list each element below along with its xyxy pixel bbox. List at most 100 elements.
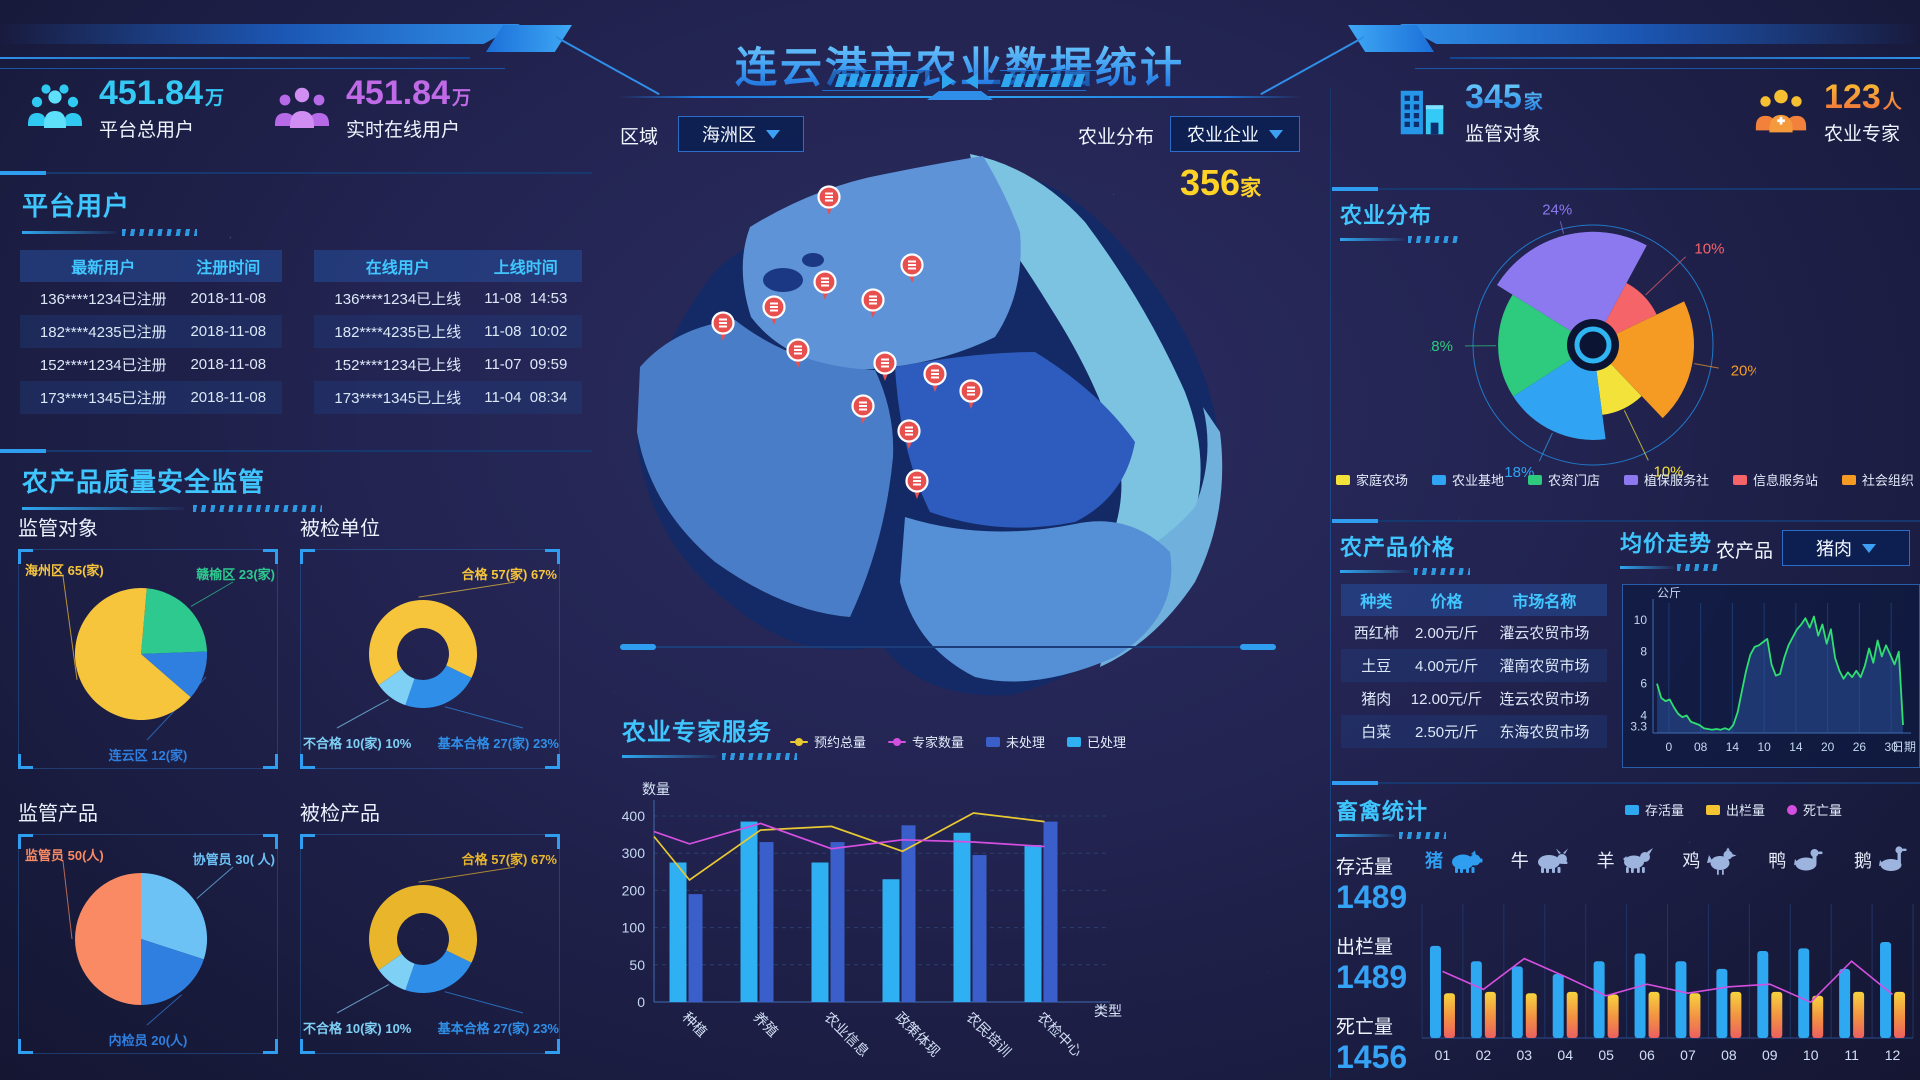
pie-slice-label: 合格 57(家) 67% xyxy=(461,852,557,867)
section-underline xyxy=(1620,564,1720,571)
section-underline xyxy=(22,505,322,512)
table-row: 136****1234已注册 2018-11-08 xyxy=(20,282,282,315)
x-tick-label: 农民培训 xyxy=(963,1009,1014,1060)
map-timeline-slider[interactable] xyxy=(620,644,1276,650)
distribution-select[interactable]: 农业企业 xyxy=(1170,116,1300,152)
bar-done xyxy=(882,879,900,1002)
map-pin[interactable] xyxy=(959,379,983,410)
badge-unit: 家 xyxy=(1240,177,1262,200)
map-lake xyxy=(802,253,824,267)
pie-svg xyxy=(62,860,234,1026)
map-pin[interactable] xyxy=(817,185,841,216)
x-tick-label: 11 xyxy=(1844,1047,1859,1063)
stat-value: 1489 xyxy=(1336,879,1408,915)
animal-icon xyxy=(1622,848,1653,873)
y-tick-label: 300 xyxy=(622,845,646,861)
legend-item[interactable]: 家庭农场 xyxy=(1336,470,1408,489)
map-pin[interactable] xyxy=(861,288,885,319)
section-divider xyxy=(1332,519,1920,523)
legend-item[interactable]: 农资门店 xyxy=(1527,470,1600,489)
section-trend: 均价走势 xyxy=(1620,526,1720,571)
panel-divider-vertical xyxy=(1330,88,1331,1078)
map-pin[interactable] xyxy=(873,351,897,382)
animal-icon xyxy=(1452,850,1483,873)
trend-line xyxy=(1656,615,1904,731)
legend-item[interactable]: 存活量 xyxy=(1625,800,1684,819)
legend-label: 农资门店 xyxy=(1547,473,1600,488)
livestock-stat: 存活量 1489 xyxy=(1336,852,1407,916)
legend-item[interactable]: 植保服务社 xyxy=(1623,470,1709,489)
stat-label: 实时在线用户 xyxy=(346,119,461,141)
table-cell: 2.50元/斤 xyxy=(1414,724,1479,741)
product-select[interactable]: 猪肉 xyxy=(1782,530,1910,566)
pie-panel-title: 被检产品 xyxy=(300,803,380,825)
legend-item[interactable]: 专家数量 xyxy=(888,732,964,751)
map-pin[interactable] xyxy=(711,311,735,342)
map-region-west[interactable] xyxy=(637,320,894,617)
animal-tab-3[interactable]: 羊 xyxy=(1597,845,1656,875)
map-region-coast[interactable] xyxy=(970,154,1201,582)
legend-item[interactable]: 农业基地 xyxy=(1431,470,1504,489)
line-death xyxy=(1442,957,1894,1004)
x-axis-label: 日期 xyxy=(1892,740,1916,754)
legend-label: 出栏量 xyxy=(1726,803,1766,818)
pie-label-leader xyxy=(336,699,389,729)
x-tick-label: 08 xyxy=(1694,740,1708,754)
legend-item[interactable]: 预约总量 xyxy=(790,732,866,751)
table-header-cell: 价格 xyxy=(1430,594,1463,611)
bar-out xyxy=(1812,995,1824,1038)
legend-item[interactable]: 出栏量 xyxy=(1706,800,1765,819)
bar-survive xyxy=(1511,966,1523,1038)
map-pin[interactable] xyxy=(897,419,921,450)
stat-value: 1456 xyxy=(1336,1038,1408,1075)
legend-item[interactable]: 社会组织 xyxy=(1841,470,1914,489)
pie-slice-label: 内检员 20(人) xyxy=(108,1033,188,1048)
map-pin[interactable] xyxy=(923,362,947,393)
legend-item[interactable]: 已处理 xyxy=(1067,732,1126,751)
quality-panel: 监管对象 赣榆区 23(家) 连云区 12(家) 海州区 65(家) xyxy=(18,512,278,769)
map-pin[interactable] xyxy=(762,295,786,326)
corner-bracket xyxy=(545,1039,560,1054)
bar-survive xyxy=(1552,974,1564,1038)
x-tick-label: 14 xyxy=(1726,740,1740,754)
distribution-rose-chart: 24% 10% 20% 10% 18% 18% xyxy=(1430,202,1756,482)
map-region-north[interactable] xyxy=(742,156,1021,370)
map-region-central[interactable] xyxy=(895,352,1135,528)
pie-label-leader xyxy=(418,866,516,883)
corner-bracket xyxy=(18,549,33,564)
legend-item[interactable]: 未处理 xyxy=(986,732,1045,751)
map-pin[interactable] xyxy=(813,270,837,301)
pie-slice-label: 海州区 65(家) xyxy=(25,563,104,578)
users-icon xyxy=(28,84,82,128)
region-select[interactable]: 海洲区 xyxy=(678,116,804,152)
pie-chart-regulated-products: 协管员 30( 人) 内检员 20(人) 监管员 50(人) xyxy=(18,834,278,1054)
animal-tab-5[interactable]: 鸭 xyxy=(1768,845,1827,875)
animal-label: 鹅 xyxy=(1853,851,1872,871)
table-row: 土豆 4.00元/斤 灌南农贸市场 xyxy=(1341,649,1607,682)
donut-chart-inspected-units: 合格 57(家) 67% 基本合格 27(家) 23% 不合格 10(家) 10% xyxy=(300,549,560,769)
animal-tab-4[interactable]: 鸡 xyxy=(1682,845,1741,875)
bar-survive xyxy=(1880,942,1892,1038)
map-region-south[interactable] xyxy=(900,517,1172,682)
animal-tab-6[interactable]: 鹅 xyxy=(1854,845,1913,875)
corner-bracket xyxy=(300,754,315,769)
bar-survive xyxy=(1593,961,1605,1038)
animal-tab-1[interactable]: 猪 xyxy=(1425,845,1484,875)
map-pin[interactable] xyxy=(905,469,929,500)
table-cell: 11-08 10:02 xyxy=(484,323,568,340)
map-pin[interactable] xyxy=(786,338,810,369)
pie-svg xyxy=(336,866,524,1014)
table-row: 173****1345已上线 11-04 08:34 xyxy=(314,381,582,414)
x-tick-label: 10 xyxy=(1757,740,1771,754)
map-pin[interactable] xyxy=(900,253,924,284)
legend-item[interactable]: 信息服务站 xyxy=(1732,470,1818,489)
map-pin[interactable] xyxy=(851,394,875,425)
rose-sector xyxy=(1497,231,1647,345)
corner-bracket xyxy=(18,754,33,769)
animal-tab-2[interactable]: 牛 xyxy=(1511,845,1570,875)
legend-item[interactable]: 死亡量 xyxy=(1787,800,1842,819)
pie-slice-label: 协管员 30( 人) xyxy=(192,852,275,867)
table-cell: 182****4235已注册 xyxy=(39,324,167,341)
stat-label: 农业专家 xyxy=(1824,123,1901,145)
section-title: 畜禽统计 xyxy=(1336,799,1429,824)
